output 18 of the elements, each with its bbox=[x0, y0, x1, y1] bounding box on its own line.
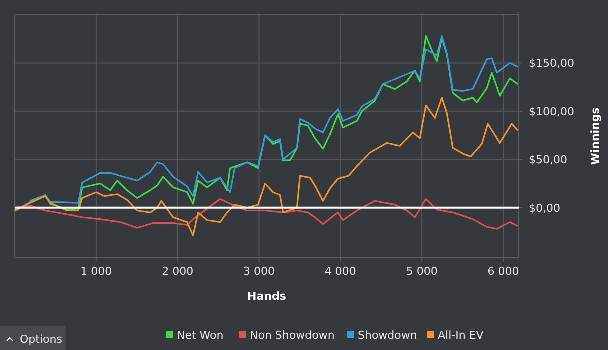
x-axis-title: Hands bbox=[248, 290, 287, 303]
y-tick-label: $0,00 bbox=[529, 202, 560, 215]
x-tick-label: 5 000 bbox=[406, 265, 438, 278]
legend-label: Non Showdown bbox=[250, 329, 335, 342]
text: Options bbox=[20, 333, 63, 346]
legend-label: All-In EV bbox=[438, 329, 484, 342]
y-tick-label: $100,00 bbox=[529, 105, 574, 118]
y-tick-label: $150,00 bbox=[529, 57, 574, 70]
line-series bbox=[14, 97, 519, 237]
x-tick-label: 2 000 bbox=[162, 265, 194, 278]
legend-label: Showdown bbox=[358, 329, 418, 342]
x-tick-label: 3 000 bbox=[244, 265, 276, 278]
x-tick-label: 6 000 bbox=[488, 265, 520, 278]
x-tick-label: 4 000 bbox=[324, 265, 356, 278]
y-axis-title: Winnings bbox=[589, 107, 602, 166]
y-tick-label: $50,00 bbox=[529, 154, 568, 167]
legend-label: Net Won bbox=[177, 329, 224, 342]
x-tick-label: 1 000 bbox=[80, 265, 112, 278]
